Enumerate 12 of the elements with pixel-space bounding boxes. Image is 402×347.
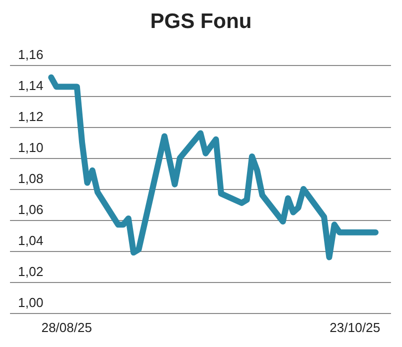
- y-tick-label: 1,08: [18, 171, 44, 186]
- y-tick-label: 1,10: [18, 140, 44, 155]
- y-tick-label: 1,14: [18, 78, 44, 93]
- y-tick-label: 1,02: [18, 264, 44, 279]
- y-tick-label: 1,16: [18, 47, 44, 62]
- chart-title: PGS Fonu: [150, 10, 252, 33]
- y-tick-label: 1,00: [18, 295, 44, 310]
- y-tick-label: 1,06: [18, 202, 44, 217]
- x-tick-label: 23/10/25: [330, 320, 380, 335]
- x-tick-label: 28/08/25: [41, 320, 92, 335]
- y-tick-label: 1,04: [18, 233, 44, 248]
- y-tick-label: 1,12: [18, 109, 44, 124]
